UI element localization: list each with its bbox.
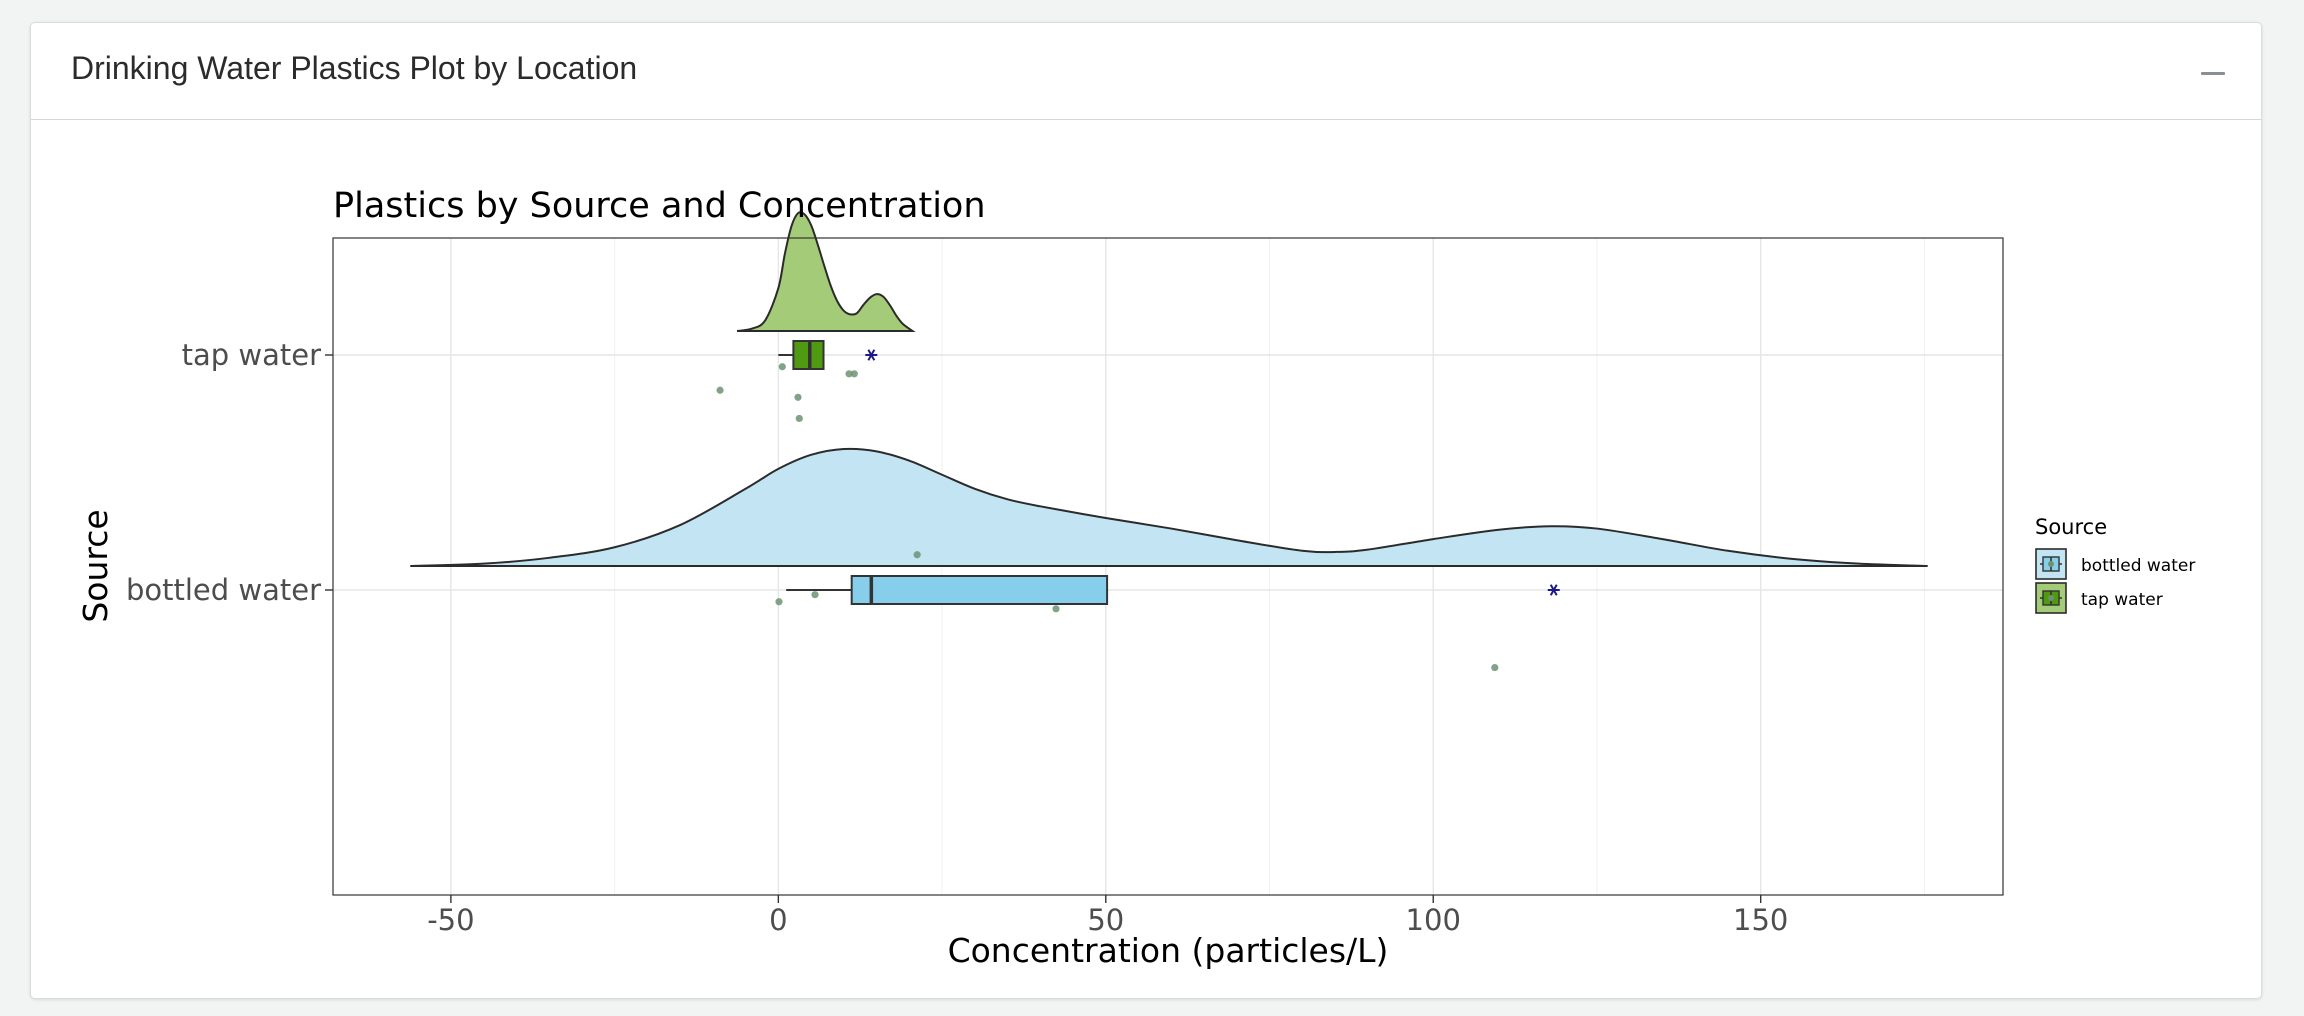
data-point-tap-water [716, 386, 724, 394]
density-cloud-tap-water [736, 211, 916, 332]
data-point-tap-water [778, 363, 786, 371]
rain-points [716, 363, 1499, 672]
legend-key-bottled-water [2035, 548, 2067, 580]
data-point-bottled-water [1491, 663, 1499, 672]
minus-icon [2201, 72, 2225, 75]
y-axis-label: Source [76, 509, 115, 622]
legend: Source bottled water tap water [2035, 515, 2195, 614]
data-point-bottled-water [775, 598, 783, 606]
density-cloud-bottled-water [410, 447, 1928, 567]
data-point-tap-water [795, 414, 803, 423]
x-axis-label: Concentration (particles/L) [948, 931, 1389, 970]
legend-key-point [2048, 561, 2054, 567]
data-point-bottled-water [913, 551, 921, 559]
chart-title: Plastics by Source and Concentration [333, 186, 986, 226]
data-point-tap-water [794, 393, 802, 401]
box-bottled-water [850, 575, 1109, 605]
raincloud-chart: -50 0 50 100 150 tap water bottled water Plas… [76, 186, 2195, 970]
y-tick-label: tap water [182, 338, 321, 372]
mean-marker-stroke [1549, 584, 1558, 596]
y-tick-label: bottled water [126, 573, 321, 607]
data-point-tap-water [845, 370, 853, 378]
plot-panel-border [332, 237, 2004, 896]
boxplots [778, 340, 1560, 605]
x-tick-label: 150 [1733, 903, 1788, 937]
density-clouds [410, 211, 1928, 567]
data-point-tap-water [850, 370, 858, 378]
x-axis: -50 0 50 100 150 [427, 895, 1788, 937]
legend-label: bottled water [2081, 556, 2195, 576]
mean-marker-tap-water [865, 349, 878, 361]
legend-title: Source [2035, 515, 2107, 539]
legend-label: tap water [2081, 590, 2163, 610]
data-point-bottled-water [811, 591, 819, 599]
legend-key-point [2048, 595, 2054, 601]
y-axis: tap water bottled water [126, 338, 333, 607]
card-title: Drinking Water Plastics Plot by Location [71, 50, 638, 86]
x-tick-label: -50 [427, 903, 474, 937]
x-tick-label: 0 [769, 903, 787, 937]
x-tick-label: 50 [1087, 903, 1124, 937]
mean-marker-stroke [867, 349, 876, 361]
chart-area: -50 0 50 100 150 tap water bottled water Plas… [31, 120, 2261, 998]
card-header: Drinking Water Plastics Plot by Location [31, 23, 2261, 120]
data-point-bottled-water [1052, 605, 1060, 613]
legend-key-tap-water [2035, 582, 2067, 614]
plot-card: Drinking Water Plastics Plot by Location… [30, 22, 2262, 999]
mean-marker-bottled-water [1547, 584, 1560, 596]
collapse-button[interactable] [2193, 53, 2233, 93]
x-tick-label: 100 [1406, 903, 1461, 937]
